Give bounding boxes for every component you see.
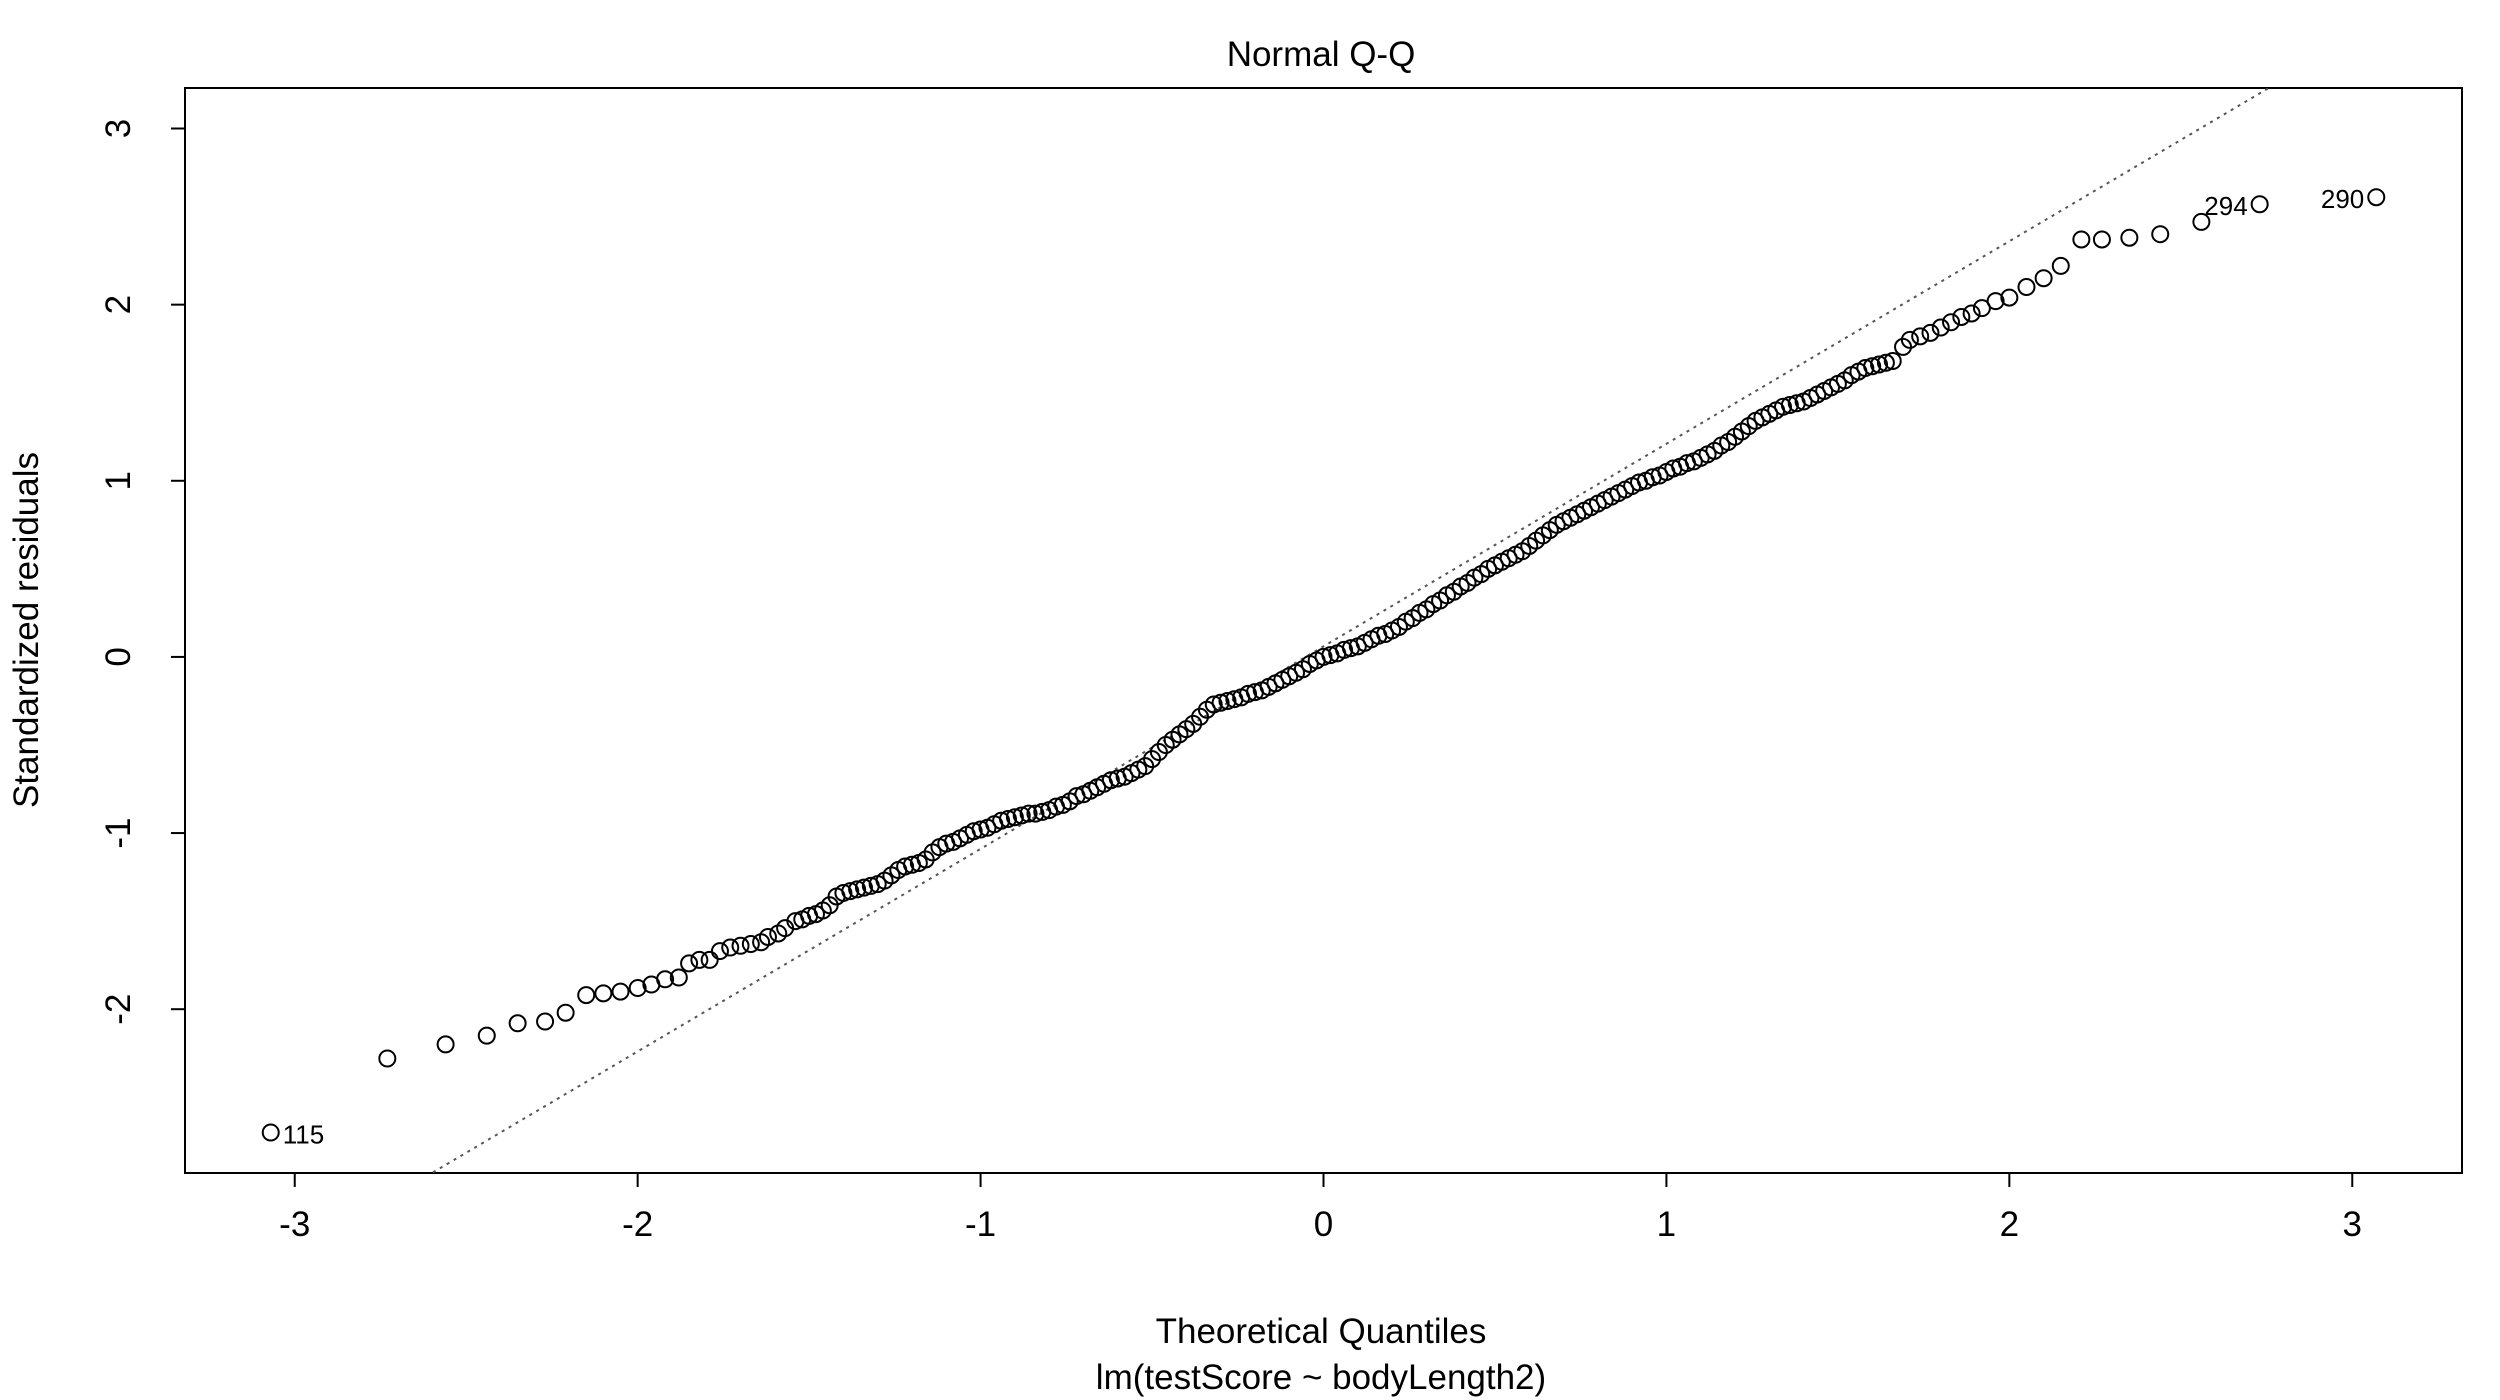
data-point: [1911, 327, 1930, 346]
data-point: [731, 936, 750, 955]
data-point: [2034, 269, 2053, 288]
data-point: [656, 970, 675, 989]
data-point: [1921, 323, 1940, 342]
data-point: [1900, 330, 1919, 349]
y-tick-label: 1: [99, 471, 138, 490]
data-point: [1026, 804, 1045, 823]
data-point: [1870, 355, 1889, 374]
data-point: [896, 857, 915, 876]
data-point: [536, 1012, 555, 1031]
point-label: 294: [2204, 191, 2247, 221]
data-point: [1211, 693, 1230, 712]
data-point: [669, 968, 688, 987]
y-axis-label: Standardized residuals: [7, 452, 46, 808]
data-point: [577, 986, 596, 1005]
y-tick-label: 0: [99, 647, 138, 666]
data-point: [1952, 307, 1971, 326]
data-point: [1863, 357, 1882, 376]
data-point: [1876, 353, 1895, 372]
data-point: [741, 935, 760, 954]
data-point: [1856, 359, 1875, 378]
y-tick-label: 2: [99, 295, 138, 314]
data-point: [1101, 771, 1120, 790]
data-point: [1012, 806, 1031, 825]
data-point: [1335, 640, 1354, 659]
data-point: [690, 950, 709, 969]
data-point: [834, 883, 853, 902]
data-point: [2000, 288, 2019, 307]
y-tick-label: 3: [99, 119, 138, 138]
data-point: [680, 954, 699, 973]
y-tick-label: -1: [99, 817, 138, 848]
x-tick-label: 0: [1314, 1205, 1333, 1244]
data-point: [2367, 188, 2386, 207]
x-tick-label: -3: [279, 1205, 310, 1244]
data-point: [2051, 256, 2070, 275]
data-point: [477, 1026, 496, 1045]
point-labels: 115 294 290: [283, 184, 2365, 1149]
data-point: [1986, 292, 2005, 311]
data-point: [1942, 313, 1961, 332]
data-point: [1931, 318, 1950, 337]
x-axis: -3 -2 -1 0 1 2 3: [279, 1173, 2362, 1244]
data-point: [964, 822, 983, 841]
point-label: 115: [283, 1119, 324, 1149]
data-point: [1019, 804, 1038, 823]
data-point: [2120, 228, 2139, 247]
reference-line: [429, 88, 2271, 1173]
y-tick-label: -2: [99, 994, 138, 1025]
x-tick-label: 1: [1657, 1205, 1676, 1244]
data-point: [436, 1035, 455, 1054]
data-point: [2072, 230, 2091, 249]
data-points: [261, 188, 2386, 1142]
data-point: [556, 1003, 575, 1022]
data-point: [611, 982, 630, 1001]
data-point: [2151, 225, 2170, 244]
data-point: [2017, 278, 2036, 297]
data-point: [999, 809, 1018, 828]
data-point: [261, 1123, 280, 1142]
data-point: [1774, 397, 1793, 416]
data-point: [992, 811, 1011, 830]
chart-subtitle: lm(testScore ~ bodyLength2): [1096, 1358, 1546, 1397]
data-point: [1883, 352, 1902, 371]
x-tick-label: 3: [2343, 1205, 2362, 1244]
data-point: [1780, 396, 1799, 415]
plot-frame: [184, 87, 2463, 1174]
chart-title: Normal Q-Q: [1227, 35, 1416, 74]
data-point: [1218, 691, 1237, 710]
y-axis: -2 -1 0 1 2 3: [99, 119, 185, 1025]
data-point: [1962, 304, 1981, 323]
data-point: [1239, 684, 1258, 703]
data-point: [1972, 299, 1991, 318]
point-label: 290: [2321, 184, 2364, 214]
data-point: [1005, 808, 1024, 827]
data-point: [700, 950, 719, 969]
x-tick-label: -2: [622, 1205, 653, 1244]
data-point: [2192, 212, 2211, 231]
data-point: [2250, 195, 2269, 214]
data-point: [628, 979, 647, 998]
data-point: [1204, 695, 1223, 714]
data-point: [2092, 230, 2111, 249]
data-point: [721, 938, 740, 957]
data-point: [508, 1014, 527, 1033]
x-tick-label: -1: [965, 1205, 996, 1244]
x-axis-label: Theoretical Quantiles: [1156, 1312, 1487, 1351]
data-point: [710, 942, 729, 961]
data-point: [378, 1049, 397, 1068]
data-point: [758, 927, 777, 946]
data-point: [1314, 647, 1333, 666]
data-point: [854, 878, 873, 897]
data-point: [848, 880, 867, 899]
data-point: [841, 882, 860, 901]
data-point: [594, 984, 613, 1003]
x-tick-label: 2: [2000, 1205, 2019, 1244]
